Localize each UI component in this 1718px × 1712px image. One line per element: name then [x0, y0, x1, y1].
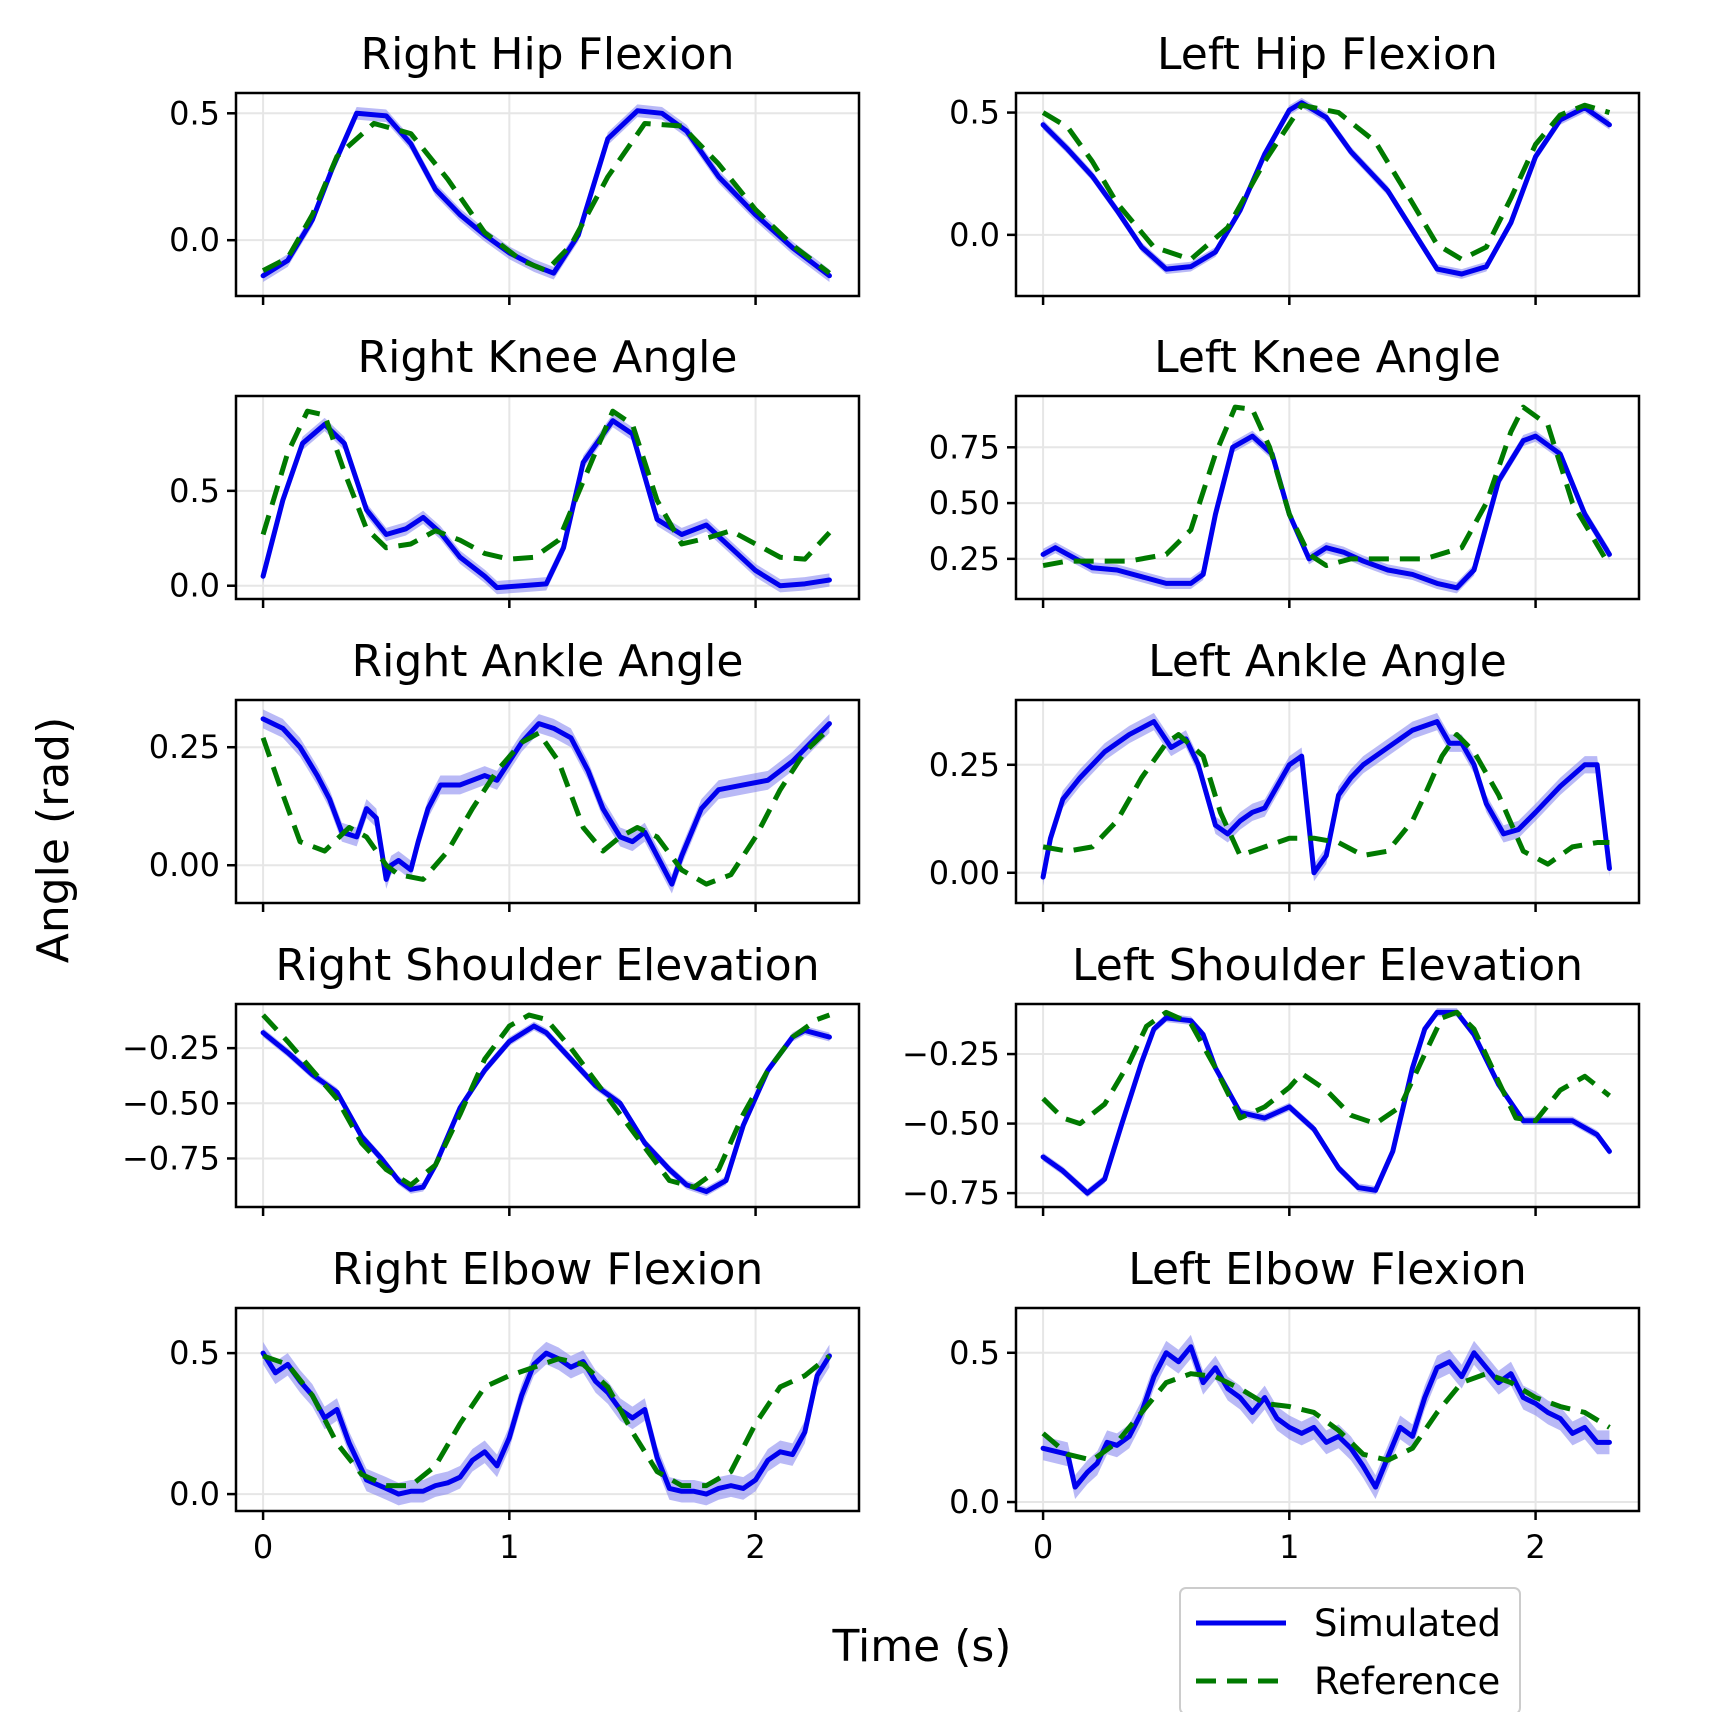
subplot-title: Left Elbow Flexion: [1128, 1244, 1527, 1295]
y-tick-label: 0.5: [169, 1334, 220, 1372]
reference-line: [260, 408, 832, 562]
reference-line: [261, 1012, 831, 1190]
simulated-line: [1040, 433, 1612, 591]
simulated-band: [1043, 430, 1610, 594]
simulated-line: [1040, 719, 1612, 880]
axes-frame: [234, 1306, 861, 1513]
y-tick-label: 0.5: [949, 94, 1000, 132]
subplot-title: Right Hip Flexion: [361, 29, 735, 80]
subplot-5: Right Ankle Angle 0.00 0.25: [149, 636, 861, 912]
subplot-title: Left Knee Angle: [1154, 332, 1501, 383]
x-tick-label: 1: [1279, 1528, 1299, 1566]
reference-line: [1041, 1009, 1612, 1127]
y-tick-label: −0.50: [122, 1084, 220, 1122]
y-tick-label: 0.00: [149, 846, 220, 884]
axes-frame: [1014, 394, 1641, 601]
y-axis-label: Angle (rad): [28, 717, 79, 964]
y-tick-label: 0.25: [149, 728, 220, 766]
simulated-line: [260, 418, 832, 591]
x-tick-label: 0: [1033, 1528, 1053, 1566]
legend-reference-label: Reference: [1314, 1660, 1500, 1703]
simulated-line: [260, 716, 832, 887]
subplot-title: Left Shoulder Elevation: [1072, 940, 1583, 991]
y-tick-label: 0.75: [929, 428, 1000, 466]
simulated-band: [1043, 1334, 1610, 1500]
x-tick-label: 1: [499, 1528, 519, 1566]
simulated-line: [1040, 1009, 1612, 1196]
axes-frame: [234, 91, 861, 298]
simulated-band: [263, 414, 830, 595]
subplot-4: Left Knee Angle 0.25 0.50 0.75: [929, 332, 1641, 608]
y-tick-label: 0.5: [949, 1334, 1000, 1372]
simulated-line: [260, 108, 832, 279]
x-tick-label: 2: [745, 1528, 765, 1566]
plot-area: [1040, 404, 1612, 594]
subplot-title: Left Hip Flexion: [1157, 29, 1498, 80]
x-tick-label: 0: [253, 1528, 273, 1566]
x-axis-label: Time (s): [832, 1621, 1012, 1672]
y-tick-label: 0.00: [929, 854, 1000, 892]
y-tick-label: −0.75: [122, 1139, 220, 1177]
y-tick-label: −0.50: [902, 1105, 1000, 1143]
subplot-6: Left Ankle Angle 0.00 0.25: [929, 636, 1641, 912]
y-tick-label: 0.0: [949, 216, 1000, 254]
subplot-1: Right Hip Flexion 0.0 0.5: [169, 29, 861, 305]
simulated-line: [1040, 1344, 1612, 1490]
legend: Simulated Reference: [1179, 1587, 1521, 1712]
subplot-2: Left Hip Flexion 0.0 0.5: [949, 29, 1641, 305]
subplot-8: Left Shoulder Elevation −0.25 −0.50 −0.75: [902, 940, 1641, 1216]
y-tick-label: 0.0: [169, 221, 220, 259]
simulated-line: [260, 1023, 832, 1195]
axes-frame: [234, 394, 861, 601]
y-tick-label: −0.75: [902, 1174, 1000, 1212]
y-tick-label: −0.25: [122, 1029, 220, 1067]
panels: Right Hip Flexion 0.0 0.5 Left Hip Flexion 0…: [122, 29, 1641, 1566]
simulated-line: [1040, 100, 1612, 277]
subplot-title: Left Ankle Angle: [1148, 636, 1507, 687]
plot-area: [1040, 97, 1612, 279]
y-tick-label: 0.50: [929, 484, 1000, 522]
reference-line: [1042, 404, 1612, 569]
y-tick-label: 0.0: [169, 1475, 220, 1513]
x-tick-label: 2: [1525, 1528, 1545, 1566]
plot-area: [260, 408, 832, 595]
y-tick-label: 0.5: [169, 94, 220, 132]
plot-area: [1040, 1334, 1612, 1500]
legend-simulated-label: Simulated: [1314, 1602, 1501, 1645]
axes-frame: [234, 1002, 861, 1209]
plot-area: [1040, 712, 1612, 886]
y-tick-label: 0.25: [929, 746, 1000, 784]
axes-frame: [1014, 1002, 1641, 1209]
axes-frame: [1014, 698, 1641, 905]
y-tick-label: 0.0: [169, 567, 220, 605]
y-tick-label: 0.0: [949, 1483, 1000, 1521]
plot-area: [260, 1341, 832, 1506]
subplot-10: Left Elbow Flexion 0 1 2 0.0 0.5: [949, 1244, 1641, 1566]
subplot-title: Right Knee Angle: [358, 332, 738, 383]
plot-area: [260, 104, 832, 283]
axes-frame: [234, 698, 861, 905]
reference-line: [262, 1353, 832, 1489]
y-tick-label: −0.25: [902, 1035, 1000, 1073]
y-tick-label: 0.5: [169, 472, 220, 510]
subplot-title: Right Elbow Flexion: [332, 1244, 764, 1295]
axes-frame: [1014, 1306, 1641, 1513]
reference-line: [261, 120, 831, 276]
reference-line: [1041, 102, 1611, 262]
plot-area: [260, 1012, 832, 1196]
subplot-7: Right Shoulder Elevation −0.25 −0.50 −0.75: [122, 940, 861, 1216]
subplot-9: Right Elbow Flexion 0 1 2 0.0 0.5: [169, 1244, 861, 1566]
y-tick-label: 0.25: [929, 540, 1000, 578]
plot-area: [260, 709, 832, 894]
plot-area: [1040, 1008, 1612, 1198]
simulated-band: [263, 1341, 830, 1506]
subplot-title: Right Ankle Angle: [352, 636, 744, 687]
reference-line: [260, 726, 832, 887]
subplot-3: Right Knee Angle 0.0 0.5: [169, 332, 861, 608]
subplot-title: Right Shoulder Elevation: [275, 940, 819, 991]
simulated-line: [260, 1350, 832, 1497]
axes-frame: [1014, 91, 1641, 298]
